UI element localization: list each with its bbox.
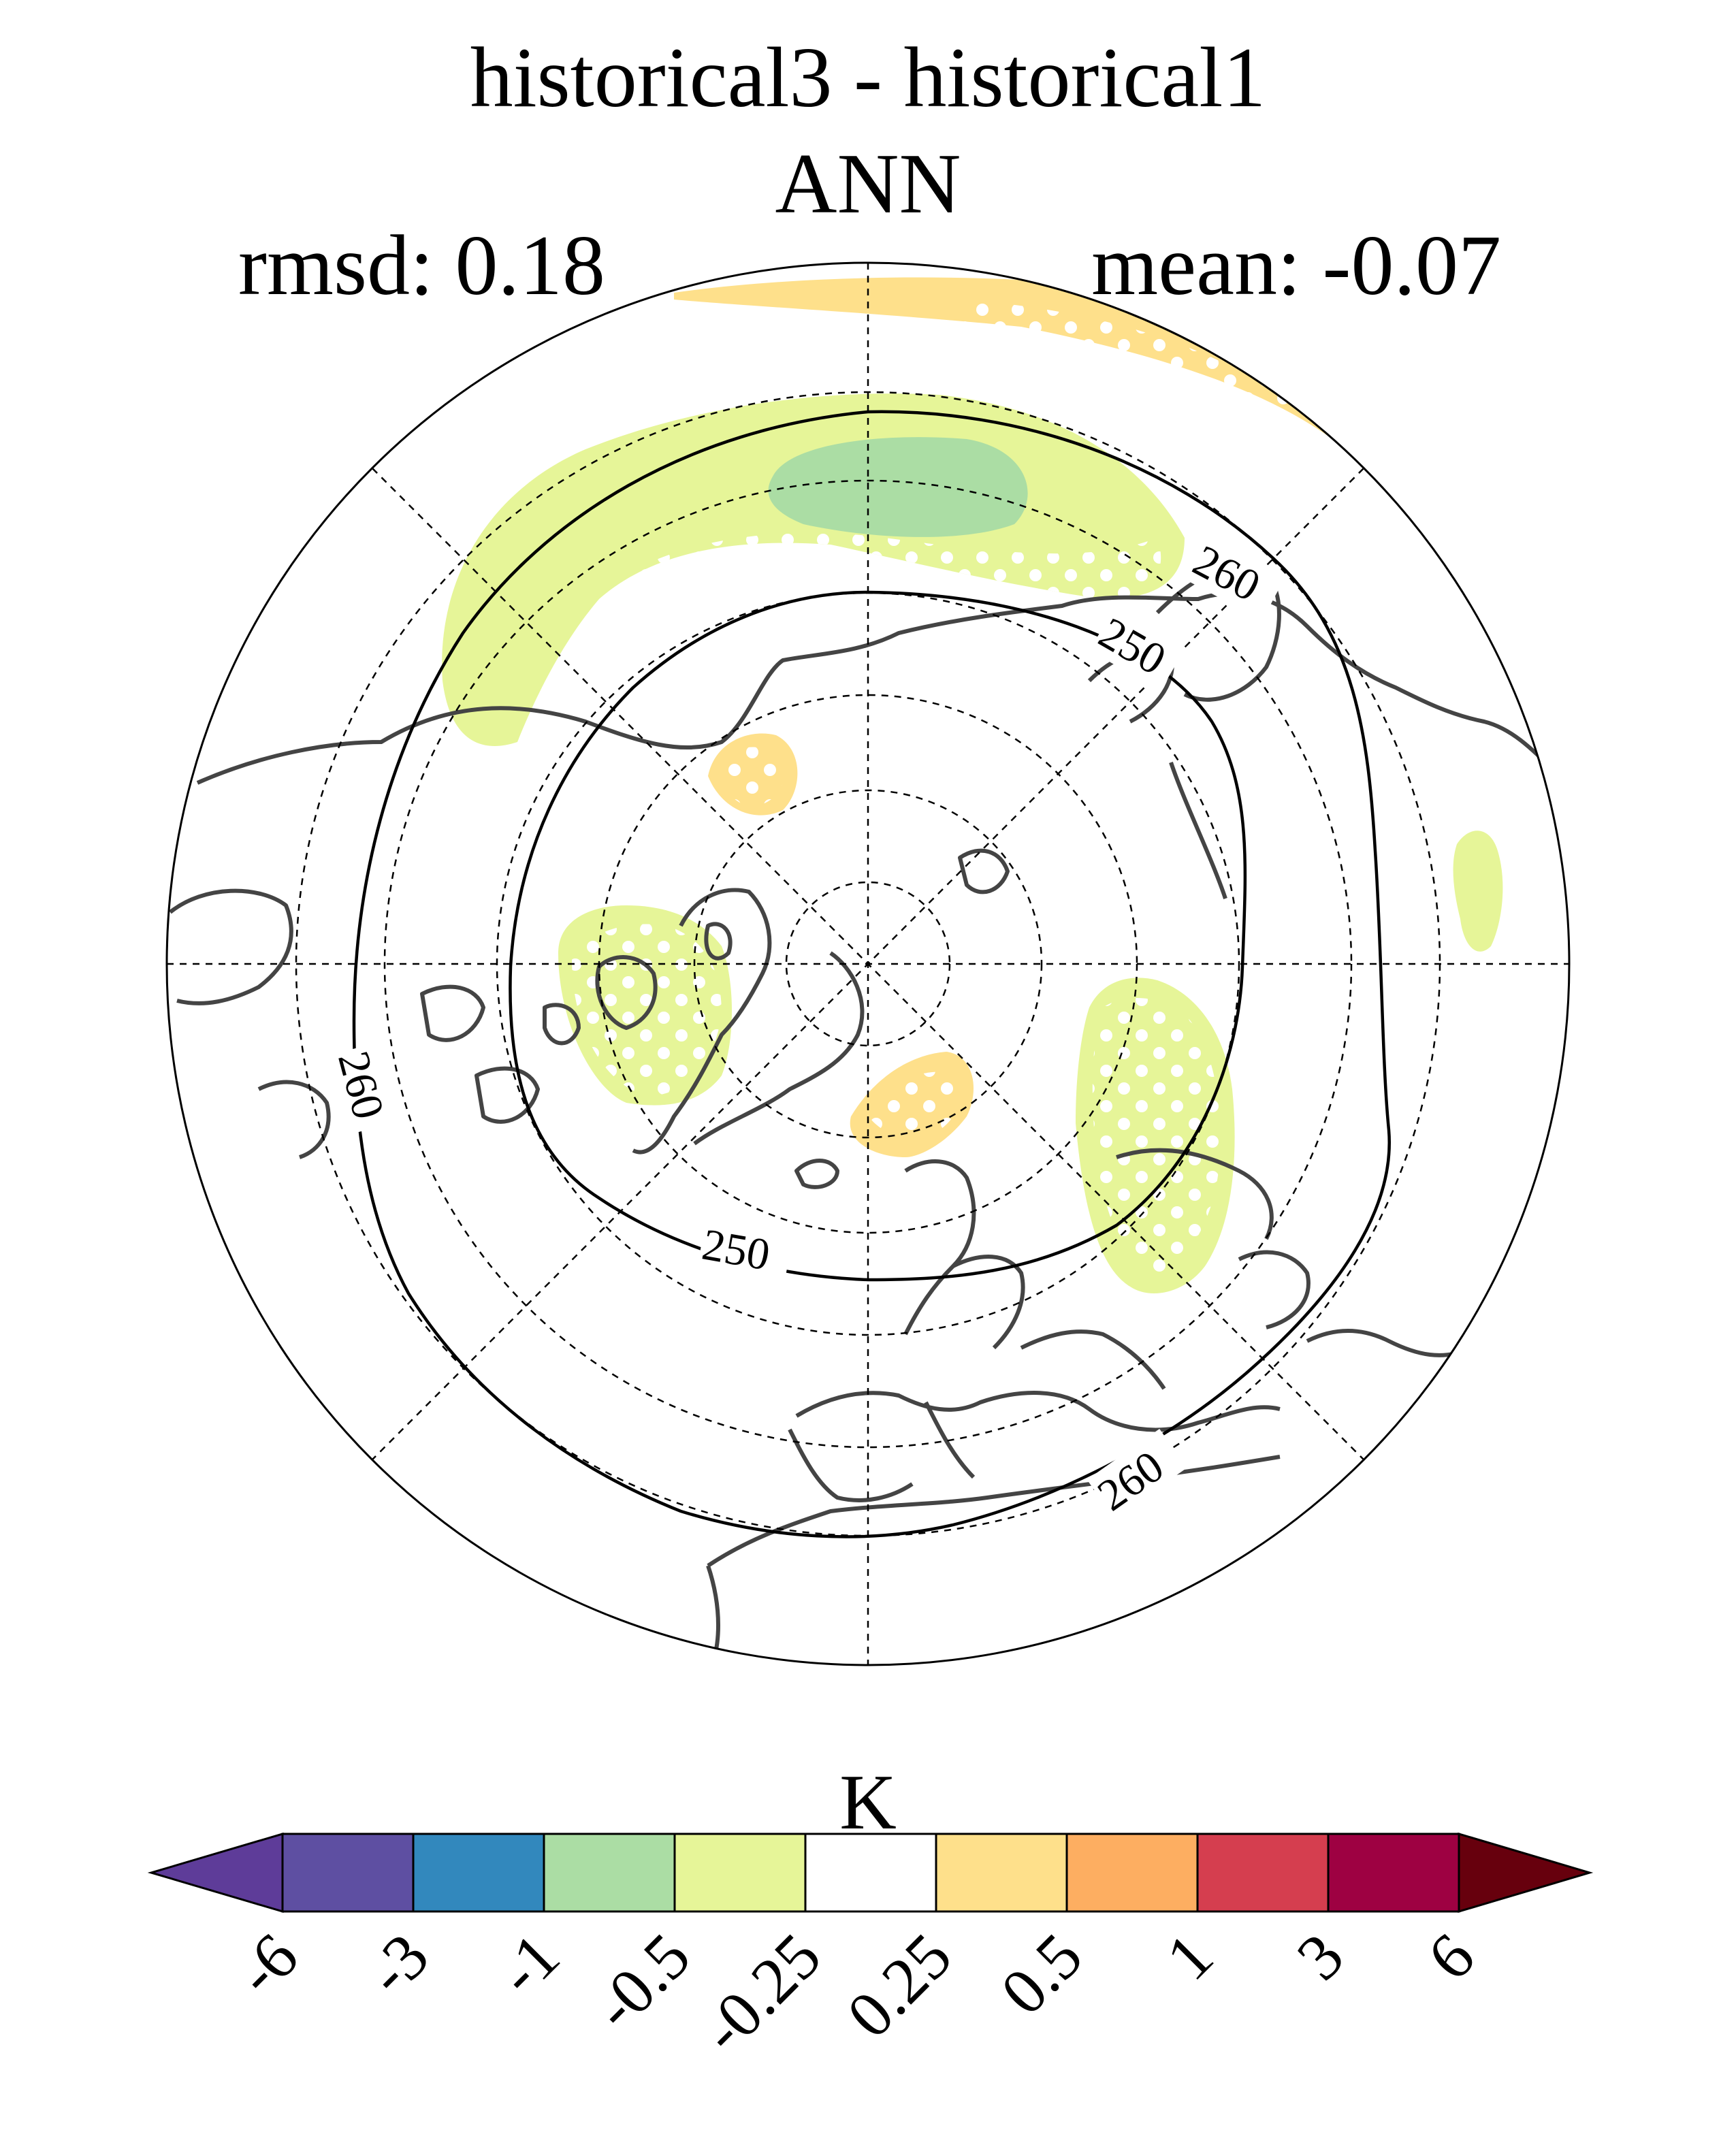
- colorbar-box: [1196, 1833, 1330, 1913]
- colorbar-ticks: -6 -3 -1 -0.5-0.250.25 0.5 1 3 6: [222, 1919, 1488, 2067]
- coastlines: [169, 565, 1554, 1665]
- colorbar-box: [804, 1833, 937, 1913]
- colorbar-tick-label: 0.5: [986, 1919, 1096, 2029]
- anomaly-region-negative-east: [1453, 830, 1503, 952]
- colorbar-tick-label: 6: [1413, 1919, 1488, 1994]
- colorbar-box: [281, 1833, 415, 1913]
- colorbar-extend-high: [1458, 1832, 1594, 1914]
- colorbar-tick-label: 1: [1152, 1919, 1227, 1994]
- mean-label: mean: -0.07: [1091, 219, 1501, 313]
- colorbar-box: [1327, 1833, 1460, 1913]
- plot-subtitle: ANN: [775, 137, 961, 231]
- colorbar-unit: K: [839, 1759, 897, 1846]
- map-boundary: [165, 261, 1571, 1666]
- colorbar-tick-label: -0.5: [579, 1919, 704, 2044]
- graticule: [167, 263, 1569, 1665]
- colorbar-extend-low: [147, 1832, 284, 1914]
- colorbar-tick-label: -1: [483, 1919, 573, 2009]
- colorbar-tick-label: 0.25: [833, 1919, 965, 2051]
- contour-260: [352, 410, 1392, 1538]
- colorbar-tick-label: 3: [1283, 1919, 1357, 1994]
- colorbar-box: [412, 1833, 545, 1913]
- plot-title: historical3 - historical1: [470, 31, 1266, 125]
- contour-250: [509, 590, 1247, 1282]
- contour-label: 260: [328, 1046, 393, 1125]
- anomaly-fills: [442, 277, 1503, 1293]
- colorbar-box: [673, 1833, 807, 1913]
- climatology-contours: [352, 410, 1392, 1538]
- contour-label: 250: [698, 1220, 773, 1280]
- colorbar-tick-label: -6: [222, 1919, 312, 2009]
- colorbar-tick-label: -0.25: [687, 1919, 835, 2067]
- colorbar: [147, 1832, 1594, 1914]
- colorbar-box: [543, 1833, 676, 1913]
- rmsd-label: rmsd: 0.18: [238, 219, 606, 313]
- anomaly-region-negative-strong: [768, 437, 1028, 537]
- colorbar-box: [1065, 1833, 1199, 1913]
- colorbar-box: [935, 1833, 1068, 1913]
- colorbar-tick-label: -3: [353, 1919, 443, 2009]
